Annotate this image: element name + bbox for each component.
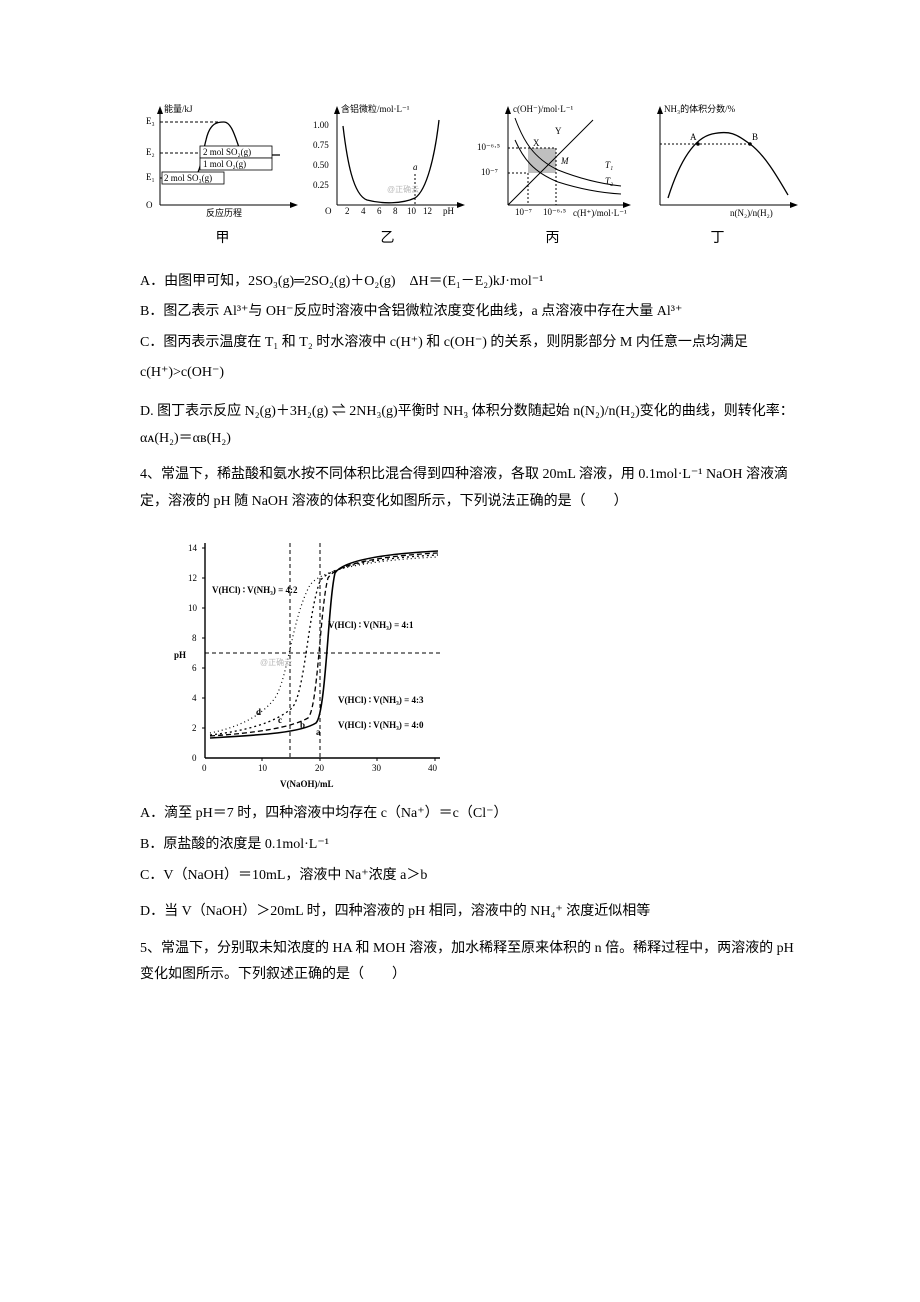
svg-text:c(H⁺)/mol·L⁻¹: c(H⁺)/mol·L⁻¹ [573, 208, 627, 218]
svg-text:V(HCl) ∶ V(NH₃) = 4:3: V(HCl) ∶ V(NH₃) = 4:3 [338, 695, 424, 705]
fig-jia-ylabel: 能量/kJ [164, 103, 193, 114]
svg-text:b: b [300, 720, 305, 730]
q3-option-d: D. 图丁表示反应 N₂(g)＋3H₂(g) ⇌ 2NH₃(g)平衡时 NH₃ … [140, 399, 800, 452]
q4-chart: 14 12 10 8 6 4 2 0 pH 0 10 20 30 40 V(Na… [160, 523, 800, 793]
svg-text:V(HCl) ∶ V(NH₃) = 4:2: V(HCl) ∶ V(NH₃) = 4:2 [212, 585, 298, 595]
svg-text:10⁻⁷: 10⁻⁷ [481, 167, 498, 177]
svg-text:V(HCl) ∶ V(NH₃) = 4:0: V(HCl) ∶ V(NH₃) = 4:0 [338, 720, 424, 730]
svg-text:4: 4 [192, 693, 197, 703]
fig-bing: c(OH⁻)/mol·L⁻¹ c(H⁺)/mol·L⁻¹ 10⁻⁶·⁵ 10⁻⁷… [473, 100, 633, 220]
svg-text:0.25: 0.25 [313, 180, 329, 190]
svg-text:c: c [278, 715, 282, 725]
svg-text:10: 10 [407, 206, 417, 216]
svg-text:d: d [256, 707, 261, 717]
q4-option-d: D．当 V（NaOH）＞20mL 时，四种溶液的 pH 相同，溶液中的 NH₄⁺… [140, 899, 800, 926]
svg-text:0.50: 0.50 [313, 160, 329, 170]
svg-text:T₂: T₂ [605, 176, 613, 186]
fig-ding: NH₃的体积分数/% n(N₂)/n(H₂) A B [640, 100, 800, 220]
q3-option-c-line1: C．图丙表示温度在 T₁ 和 T₂ 时水溶液中 c(H⁺) 和 c(OH⁻) 的… [140, 330, 800, 357]
svg-text:0.75: 0.75 [313, 140, 329, 150]
q5-stem: 5、常温下，分别取未知浓度的 HA 和 MOH 溶液，加水稀释至原来体积的 n … [140, 936, 800, 989]
svg-text:a: a [413, 162, 418, 172]
svg-text:Y: Y [555, 126, 562, 136]
svg-text:12: 12 [188, 573, 197, 583]
svg-text:A: A [690, 132, 697, 142]
q3-option-a: A．由图甲可知，2SO₃(g)═2SO₂(g)＋O₂(g) ΔH＝(E₁－E₂)… [140, 269, 800, 296]
svg-text:8: 8 [393, 206, 398, 216]
svg-text:10⁻⁶·⁵: 10⁻⁶·⁵ [543, 207, 566, 217]
svg-text:1 mol O₂(g): 1 mol O₂(g) [203, 159, 246, 169]
svg-text:2: 2 [192, 723, 197, 733]
svg-text:M: M [560, 156, 569, 166]
svg-text:含铝微粒/mol·L⁻¹: 含铝微粒/mol·L⁻¹ [341, 103, 410, 114]
q4-option-a: A．滴至 pH＝7 时，四种溶液中均存在 c（Na⁺）＝c（Cl⁻） [140, 801, 800, 828]
svg-text:2 mol SO₃(g): 2 mol SO₃(g) [164, 173, 212, 183]
svg-text:NH₃的体积分数/%: NH₃的体积分数/% [664, 103, 736, 114]
svg-text:O: O [325, 206, 332, 216]
svg-text:E₂: E₂ [146, 147, 155, 157]
svg-text:T₁: T₁ [605, 160, 613, 170]
svg-text:14: 14 [188, 543, 198, 553]
svg-text:0: 0 [202, 763, 207, 773]
label-bing: 丙 [546, 226, 560, 253]
label-jia: 甲 [216, 226, 230, 253]
svg-text:6: 6 [377, 206, 382, 216]
q4-option-c: C．V（NaOH）＝10mL，溶液中 Na⁺浓度 a＞b [140, 863, 800, 890]
svg-text:2: 2 [345, 206, 350, 216]
fig-jia: 能量/kJ 反应历程 E₃ E₂ E₁ O 2 mol SO₂(g) 1 mol… [140, 100, 300, 220]
q3-figure-row: 能量/kJ 反应历程 E₃ E₂ E₁ O 2 mol SO₂(g) 1 mol… [140, 100, 800, 220]
svg-text:E₁: E₁ [146, 172, 155, 182]
svg-text:a: a [316, 727, 321, 737]
svg-text:10: 10 [258, 763, 268, 773]
svg-text:4: 4 [361, 206, 366, 216]
q4-option-b: B．原盐酸的浓度是 0.1mol·L⁻¹ [140, 832, 800, 859]
svg-text:X: X [533, 138, 540, 148]
fig-yi: 含铝微粒/mol·L⁻¹ 1.00 0.75 0.50 0.25 O 2 4 6… [307, 100, 467, 220]
svg-text:1.00: 1.00 [313, 120, 329, 130]
svg-text:pH: pH [174, 650, 186, 660]
svg-text:30: 30 [372, 763, 382, 773]
label-ding: 丁 [711, 226, 725, 253]
svg-text:8: 8 [192, 633, 197, 643]
q3-option-c-line2: c(H⁺)>c(OH⁻) [140, 360, 800, 387]
q3-figure-labels: 甲 乙 丙 丁 [140, 226, 800, 253]
svg-text:c(OH⁻)/mol·L⁻¹: c(OH⁻)/mol·L⁻¹ [513, 104, 573, 114]
svg-text:40: 40 [428, 763, 438, 773]
svg-text:2 mol SO₂(g): 2 mol SO₂(g) [203, 147, 251, 157]
svg-text:@正确云: @正确云 [260, 657, 292, 667]
svg-text:0: 0 [192, 753, 197, 763]
svg-text:6: 6 [192, 663, 197, 673]
svg-text:V(NaOH)/mL: V(NaOH)/mL [280, 779, 334, 789]
label-yi: 乙 [381, 226, 395, 253]
svg-text:20: 20 [315, 763, 325, 773]
svg-text:V(HCl) ∶ V(NH₃) = 4:1: V(HCl) ∶ V(NH₃) = 4:1 [328, 620, 414, 630]
svg-text:O: O [146, 200, 153, 210]
fig-jia-xlabel: 反应历程 [206, 207, 242, 218]
svg-text:10: 10 [188, 603, 198, 613]
q3-option-b: B．图乙表示 Al³⁺与 OH⁻反应时溶液中含铝微粒浓度变化曲线，a 点溶液中存… [140, 299, 800, 326]
svg-text:pH: pH [443, 206, 455, 216]
svg-text:E₃: E₃ [146, 116, 155, 126]
svg-text:B: B [752, 132, 758, 142]
svg-text:10⁻⁶·⁵: 10⁻⁶·⁵ [477, 142, 500, 152]
svg-text:12: 12 [423, 206, 432, 216]
svg-text:@正确云: @正确云 [387, 184, 419, 194]
svg-text:10⁻⁷: 10⁻⁷ [515, 207, 532, 217]
svg-text:n(N₂)/n(H₂): n(N₂)/n(H₂) [730, 208, 773, 218]
q4-stem: 4、常温下，稀盐酸和氨水按不同体积比混合得到四种溶液，各取 20mL 溶液，用 … [140, 462, 800, 515]
